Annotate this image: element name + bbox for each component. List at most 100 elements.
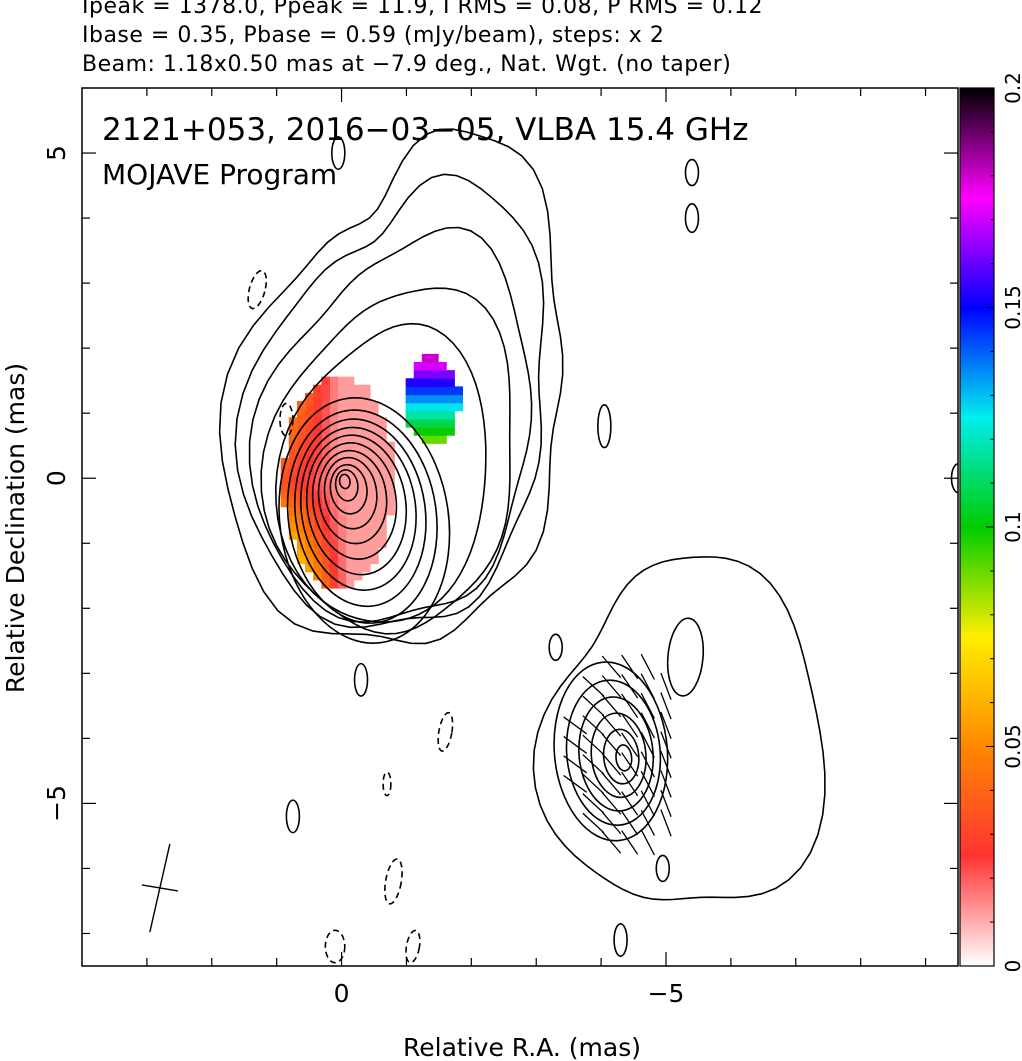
evpa-tick (640, 770, 655, 797)
evpa-tick (660, 770, 672, 798)
header-line-1: Ipeak = 1378.0, Ppeak = 11.9, I RMS = 0.… (82, 0, 763, 19)
pol-pixel (345, 457, 355, 467)
pol-pixel (421, 410, 431, 420)
pol-pixel (296, 474, 306, 483)
noise-contour (684, 202, 700, 234)
pol-pixel (288, 474, 298, 483)
pol-pixel (429, 378, 439, 387)
pol-pixel (337, 425, 347, 435)
pol-pixel (378, 531, 387, 540)
pol-pixel (337, 376, 347, 386)
pol-pixel (305, 417, 314, 426)
pol-pixel (345, 563, 355, 573)
pol-pixel (345, 449, 355, 459)
pol-pixel (280, 490, 290, 500)
sw-contour (590, 712, 647, 799)
pol-pixel (446, 410, 455, 420)
pol-pixel (345, 482, 355, 492)
pol-pixel (386, 498, 395, 508)
pol-pixel (296, 417, 306, 426)
pol-pixel (361, 563, 371, 573)
negative-contour (405, 929, 421, 964)
pol-pixel (361, 449, 371, 459)
pol-pixel (413, 418, 423, 428)
pol-pixel (369, 514, 379, 524)
pol-pixel (353, 571, 363, 581)
colorbar-tick-label: 0.15 (1001, 285, 1022, 330)
pol-pixel (345, 571, 355, 581)
pol-pixel (288, 498, 298, 508)
pol-pixel (421, 361, 431, 371)
pol-pixel (337, 547, 347, 557)
evpa-tick (601, 714, 622, 737)
pol-pixel (353, 384, 363, 394)
noise-contour (613, 922, 628, 958)
pol-pixel (378, 506, 387, 516)
evpa-tick (582, 793, 605, 814)
evpa-tick (660, 672, 672, 700)
pol-pixel (345, 392, 355, 402)
pol-pixel (337, 531, 347, 540)
pol-pixel (288, 514, 298, 524)
pol-pixel (361, 547, 371, 557)
chart-title: 2121+053, 2016−03−05, VLBA 15.4 GHz (102, 112, 748, 148)
pol-pixel (280, 474, 290, 483)
pol-pixel (369, 539, 379, 548)
evpa-tick (601, 733, 622, 757)
evpa-tick (582, 676, 605, 697)
pol-pixel (321, 506, 330, 516)
pol-pixel (337, 555, 347, 565)
pol-pixel (337, 417, 347, 426)
evpa-tick (621, 713, 639, 738)
pol-pixel (288, 466, 298, 475)
pol-pixel (369, 441, 379, 451)
pol-pixel (353, 490, 363, 500)
evpa-tick (640, 809, 655, 836)
pol-pixel (313, 474, 322, 483)
pol-pixel (337, 433, 347, 443)
evpa-tick (621, 654, 639, 680)
core-contour (329, 463, 368, 515)
pol-pixel (454, 402, 464, 412)
noise-contour (684, 158, 700, 187)
pol-pixel (429, 402, 439, 412)
pol-pixel (345, 409, 355, 418)
pol-pixel (296, 433, 306, 443)
evpa-tick (640, 790, 655, 817)
evpa-tick (601, 772, 622, 796)
pol-pixel (288, 441, 298, 451)
pol-pixel (321, 409, 330, 418)
pol-pixel (369, 433, 379, 443)
pol-pixel (313, 449, 322, 459)
pol-pixel (438, 378, 447, 387)
pol-pixel (329, 457, 339, 467)
y-tick-label: 5 (42, 145, 71, 161)
pol-pixel (329, 409, 339, 418)
core-contour (338, 473, 351, 490)
pol-pixel (429, 370, 439, 379)
pol-pixel (421, 402, 431, 412)
pol-pixel (438, 427, 447, 436)
evpa-tick (582, 715, 605, 736)
pol-pixel (305, 547, 314, 557)
pol-pixel (329, 441, 339, 451)
pol-pixel (329, 579, 339, 589)
pol-pixel (369, 401, 379, 410)
pol-pixel (361, 401, 371, 410)
evpa-tick (563, 735, 588, 754)
pol-pixel (421, 435, 431, 444)
pol-pixel (378, 498, 387, 508)
pol-pixel (421, 353, 431, 363)
pol-pixel (329, 539, 339, 548)
header-line-3: Beam: 1.18x0.50 mas at −7.9 deg., Nat. W… (82, 52, 732, 77)
x-axis-label: Relative R.A. (mas) (403, 1033, 641, 1061)
evpa-tick (563, 774, 588, 793)
pol-pixel (321, 457, 330, 467)
pol-pixel (321, 482, 330, 492)
pol-pixel (386, 482, 395, 492)
pol-pixel (321, 425, 330, 435)
colorbar-tick-label: 0 (1001, 960, 1022, 973)
negative-contour (382, 771, 392, 797)
sw-envelope-contour (532, 556, 826, 901)
y-tick-labels: 5 0 −5 (42, 145, 71, 822)
